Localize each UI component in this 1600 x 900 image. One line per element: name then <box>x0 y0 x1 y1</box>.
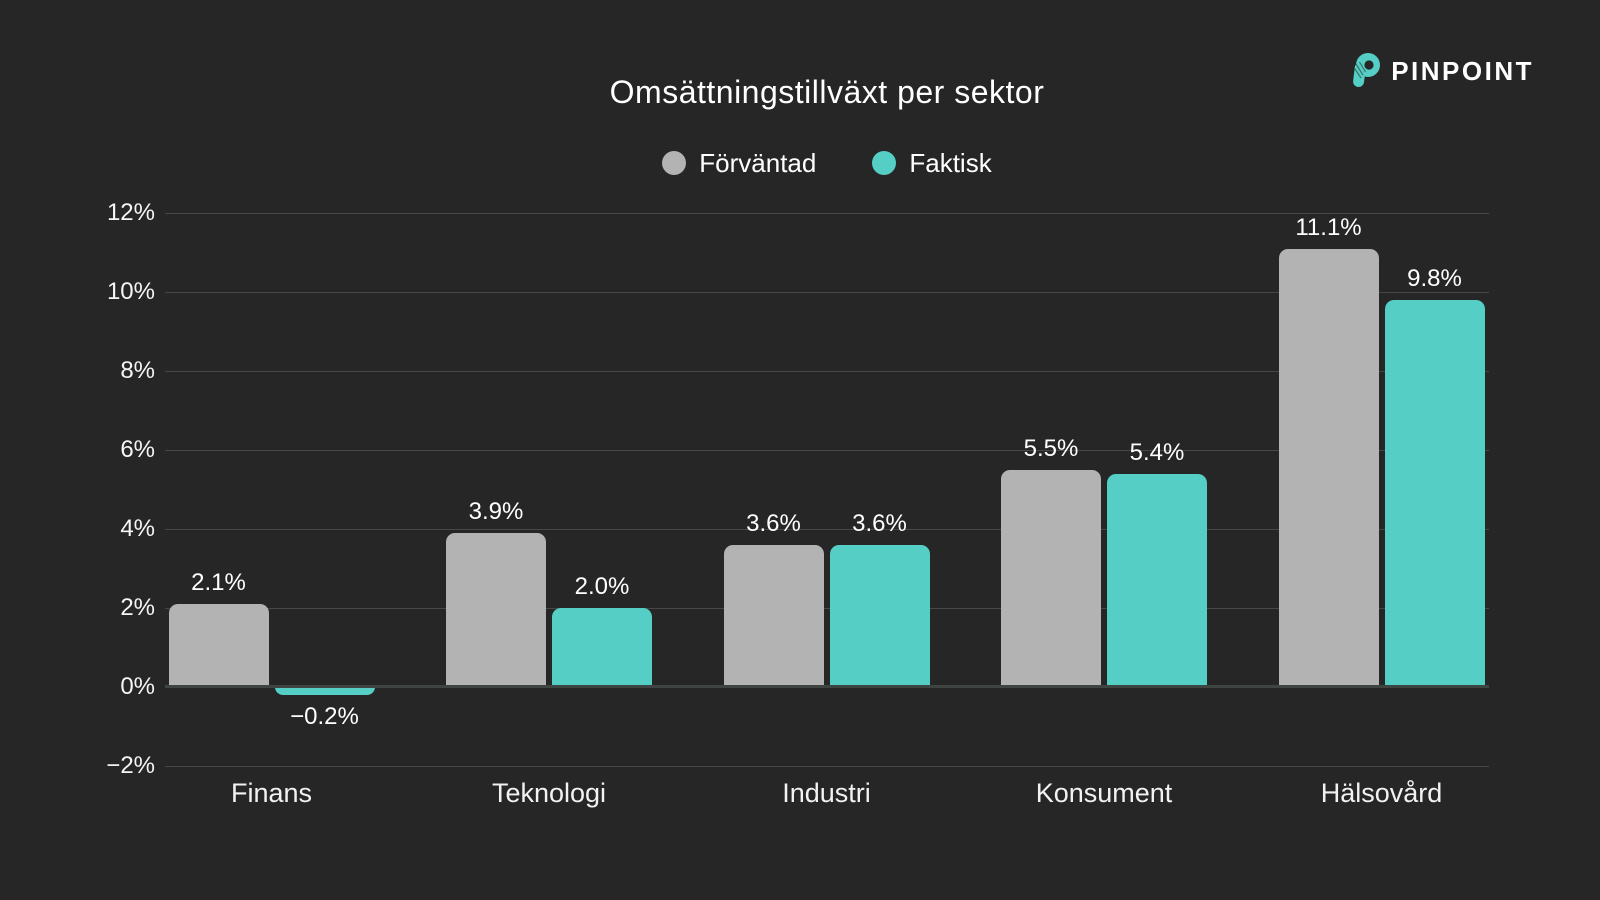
value-label-Faktisk-Hälsovård: 9.8% <box>1407 264 1462 292</box>
bar-Förväntad-Finans[interactable] <box>168 604 269 687</box>
value-label-Faktisk-Teknologi: 2.0% <box>574 573 630 600</box>
bar-Förväntad-Konsument[interactable] <box>1001 469 1101 687</box>
bar-Faktisk-Finans[interactable] <box>274 687 375 695</box>
gridline-−2% <box>165 766 1489 767</box>
gridline-10% <box>165 292 1489 293</box>
x-tick-label-Konsument: Konsument <box>1035 778 1173 808</box>
bar-Förväntad-Hälsovård[interactable] <box>1278 248 1379 687</box>
pinpoint-logo-icon <box>1353 53 1381 88</box>
value-label-Förväntad-Industri: 3.6% <box>746 509 801 537</box>
value-label-Faktisk-Konsument: 5.4% <box>1129 438 1185 466</box>
chart-title: Omsättningstillväxt per sektor <box>609 74 1045 110</box>
brand-logo: PINPOINT <box>1350 52 1534 90</box>
legend-swatch-forvantad <box>662 151 687 175</box>
x-tick-label-Hälsovård: Hälsovård <box>1320 778 1443 808</box>
y-tick-label-2%: 2% <box>120 594 155 621</box>
value-label-Förväntad-Hälsovård: 11.1% <box>1295 213 1362 241</box>
y-tick-label-0%: 0% <box>120 673 155 700</box>
bar-Faktisk-Hälsovård[interactable] <box>1384 299 1485 687</box>
legend-item-faktisk[interactable]: Faktisk <box>872 147 992 179</box>
gridline-4% <box>165 529 1489 530</box>
value-label-Förväntad-Konsument: 5.5% <box>1023 434 1079 462</box>
brand-name: PINPOINT <box>1391 55 1534 86</box>
legend-swatch-faktisk <box>872 151 897 175</box>
chart-legend: Förväntad Faktisk <box>165 148 1489 178</box>
bar-Faktisk-Teknologi[interactable] <box>552 608 652 687</box>
y-tick-label-−2%: −2% <box>106 752 155 779</box>
x-tick-label-Finans: Finans <box>230 778 313 808</box>
y-tick-label-12%: 12% <box>106 199 155 226</box>
gridline-0% <box>165 685 1489 688</box>
gridline-6% <box>165 450 1489 451</box>
value-label-Förväntad-Finans: 2.1% <box>191 569 246 597</box>
legend-item-forvantad[interactable]: Förväntad <box>662 148 816 179</box>
bar-Faktisk-Industri[interactable] <box>829 544 930 687</box>
y-tick-label-8%: 8% <box>120 357 155 384</box>
legend-label-faktisk: Faktisk <box>909 147 992 178</box>
bar-Förväntad-Industri[interactable] <box>723 544 824 687</box>
y-tick-label-10%: 10% <box>106 278 155 305</box>
legend-label-forvantad: Förväntad <box>699 147 817 178</box>
y-tick-label-6%: 6% <box>120 436 155 463</box>
x-tick-label-Teknologi: Teknologi <box>491 778 607 808</box>
y-tick-label-4%: 4% <box>120 515 155 542</box>
gridline-2% <box>165 608 1489 609</box>
gridline-12% <box>165 213 1489 214</box>
value-label-Faktisk-Industri: 3.6% <box>852 509 907 537</box>
bar-Förväntad-Teknologi[interactable] <box>446 532 546 687</box>
bar-Faktisk-Konsument[interactable] <box>1107 473 1207 687</box>
gridline-8% <box>165 371 1489 372</box>
x-tick-label-Industri: Industri <box>782 778 871 808</box>
value-label-Faktisk-Finans: −0.2% <box>290 702 359 730</box>
value-label-Förväntad-Teknologi: 3.9% <box>468 497 524 525</box>
